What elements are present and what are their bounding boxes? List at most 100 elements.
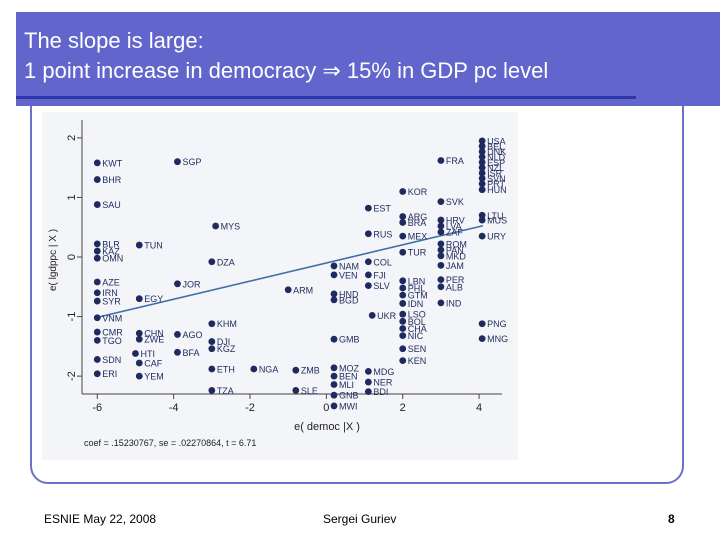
point-label: KWT	[102, 158, 122, 168]
point-marker	[93, 336, 101, 344]
data-point: DNK	[478, 147, 506, 157]
data-point: KEN	[399, 356, 426, 366]
point-label: MLI	[339, 380, 354, 390]
point-label: PRT	[487, 179, 505, 189]
data-point: MKD	[437, 251, 466, 261]
point-marker	[93, 289, 101, 297]
point-label: SEN	[408, 344, 427, 354]
data-point: ZWE	[135, 335, 164, 345]
data-point: ETH	[208, 364, 235, 374]
point-marker	[478, 335, 486, 343]
point-label: DZA	[217, 257, 235, 267]
point-marker	[399, 219, 407, 226]
data-point: FJI	[364, 270, 386, 280]
point-label: ZAF	[446, 227, 464, 237]
point-marker	[399, 310, 407, 318]
data-point: MEX	[399, 232, 427, 242]
data-point: CMR	[93, 328, 123, 338]
data-point: SVN	[478, 174, 506, 184]
point-marker	[135, 335, 143, 343]
data-point: ROM	[437, 239, 467, 249]
point-label: NIC	[408, 331, 424, 341]
point-marker	[399, 284, 407, 292]
data-point: COL	[364, 257, 392, 267]
data-point: BHR	[93, 175, 122, 185]
data-point: BEN	[330, 372, 358, 382]
point-label: BOL	[408, 317, 426, 327]
data-point: SEN	[399, 344, 426, 354]
data-point: ESP	[478, 158, 505, 168]
data-point: PAN	[437, 245, 464, 255]
data-point: PRT	[478, 179, 505, 189]
y-tick-label: 1	[66, 194, 78, 200]
point-label: MOZ	[339, 363, 359, 373]
data-point: HUN	[478, 185, 507, 195]
point-label: LBN	[408, 276, 426, 286]
point-marker	[478, 174, 486, 182]
footer-date: ESNIE May 22, 2008	[44, 512, 157, 526]
point-marker	[478, 164, 486, 172]
point-label: ALB	[446, 282, 463, 292]
point-marker	[437, 261, 445, 269]
x-tick-label: -6	[92, 402, 102, 414]
data-point: MYS	[212, 222, 240, 232]
axes: -6 -4 -2 0 2 4 -2 -1 0 1 2	[66, 120, 502, 414]
point-marker	[292, 366, 300, 374]
y-tick-label: 2	[66, 135, 78, 141]
point-label: YEM	[144, 372, 164, 382]
point-marker	[478, 169, 486, 177]
point-label: HUN	[487, 185, 507, 195]
data-point: OMN	[93, 254, 123, 264]
point-marker	[330, 262, 338, 270]
point-label: KOR	[408, 187, 428, 197]
point-marker	[330, 290, 338, 298]
x-tick-label: 4	[476, 402, 482, 414]
data-point: SVK	[437, 197, 464, 207]
data-point: NGA	[250, 364, 278, 374]
point-label: NZL	[487, 163, 504, 173]
point-label: NGA	[259, 364, 279, 374]
point-label: KEN	[408, 356, 427, 366]
data-point: KHM	[208, 319, 237, 329]
point-label: PER	[446, 275, 465, 285]
point-label: ARM	[293, 285, 313, 295]
point-marker	[437, 198, 445, 206]
point-label: CMR	[102, 328, 123, 338]
data-point: NZL	[478, 163, 504, 173]
point-label: MYS	[221, 222, 241, 232]
point-marker	[93, 314, 101, 322]
data-point: SLE	[292, 386, 318, 396]
point-label: BFA	[182, 348, 199, 358]
point-marker	[399, 277, 407, 285]
point-marker	[208, 365, 216, 373]
data-point: GNB	[330, 391, 359, 401]
point-label: ROM	[446, 239, 467, 249]
point-label: USA	[487, 136, 506, 146]
point-marker	[399, 248, 407, 256]
point-label: TUN	[144, 241, 163, 251]
x-tick-label: -2	[245, 402, 255, 414]
point-marker	[364, 388, 372, 396]
data-point: ZMB	[292, 366, 320, 376]
point-label: AGO	[182, 330, 202, 340]
data-point: JOR	[174, 279, 201, 289]
point-label: PNG	[487, 319, 507, 329]
data-point: SGP	[174, 157, 201, 167]
point-marker	[212, 222, 220, 230]
data-point: ZAF	[437, 227, 464, 237]
point-marker	[93, 370, 101, 378]
data-point: BRA	[399, 218, 426, 228]
point-label: BEN	[339, 372, 358, 382]
data-point: NIC	[399, 331, 424, 341]
data-point: IND	[437, 298, 462, 308]
data-point: PHL	[399, 283, 425, 293]
data-point: TGO	[93, 336, 122, 346]
point-marker	[364, 204, 372, 212]
point-marker	[478, 216, 486, 224]
data-point: NLD	[478, 152, 506, 162]
page-number: 8	[668, 512, 675, 526]
point-marker	[93, 328, 101, 336]
y-tick-label: -2	[66, 371, 78, 381]
point-marker	[399, 345, 407, 353]
data-point: USA	[478, 136, 506, 146]
